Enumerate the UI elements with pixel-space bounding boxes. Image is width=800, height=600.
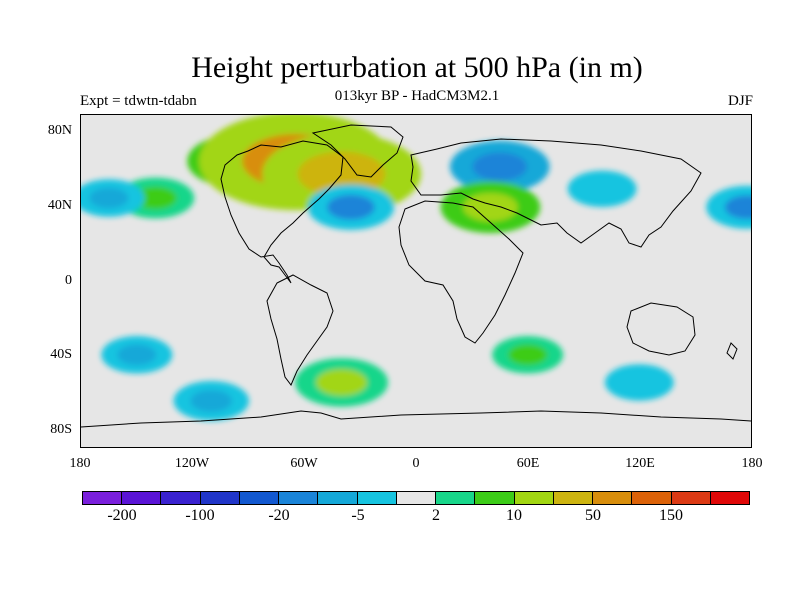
colorbar-label-150: 150: [659, 507, 683, 524]
colorbar-segment: [318, 492, 358, 504]
colorbar-label-2: 2: [432, 507, 440, 524]
chart-title: Height perturbation at 500 hPa (in m): [191, 51, 643, 84]
coast-africa: [398, 200, 524, 344]
experiment-label: Expt = tdwtn-tdabn: [80, 93, 197, 109]
colorbar-segment: [436, 492, 476, 504]
colorbar-segment: [396, 492, 437, 504]
colorbar-label-minus100: -100: [185, 507, 215, 524]
field-blob-core: [117, 344, 157, 366]
lat-label-40s: 40S: [50, 347, 72, 362]
field-blob-core: [134, 186, 177, 210]
lon-label-180w: 180: [69, 456, 91, 471]
colorbar-segment: [514, 492, 554, 504]
colorbar-label-minus20: -20: [268, 507, 290, 524]
colorbar-segment: [122, 492, 162, 504]
lon-label-60e: 60E: [516, 456, 540, 471]
coast-new-zealand: [726, 342, 738, 360]
colorbar-segment: [710, 492, 749, 504]
colorbar-segment: [357, 492, 397, 504]
colorbar-segment: [632, 492, 672, 504]
field-blob-core: [89, 187, 129, 209]
coast-australia: [626, 302, 696, 356]
field-blob-core: [327, 194, 375, 220]
coast-south-america: [266, 274, 334, 386]
lat-label-80n: 80N: [47, 123, 72, 138]
colorbar-segment: [671, 492, 711, 504]
field-blob-core: [463, 192, 518, 222]
colorbar-segment: [279, 492, 319, 504]
colorbar-segment: [83, 492, 123, 504]
coast-antarctica: [81, 410, 751, 428]
lon-label-120w: 120W: [174, 456, 210, 471]
colorbar-segment: [200, 492, 240, 504]
colorbar-segment: [239, 492, 280, 504]
map-canvas: [81, 115, 751, 428]
lat-label-0: 0: [65, 273, 72, 288]
colorbar-segment: [593, 492, 633, 504]
colorbar-label-minus5: -5: [351, 507, 365, 524]
field-blob-core: [472, 152, 528, 181]
colorbar-label-10: 10: [506, 507, 522, 524]
lon-label-120e: 120E: [625, 456, 655, 471]
lon-label-180e: 180: [741, 456, 763, 471]
field-blob-core: [620, 372, 659, 393]
season-label: DJF: [727, 93, 753, 109]
colorbar-segment: [553, 492, 594, 504]
colorbar-label-50: 50: [585, 507, 601, 524]
lon-label-60w: 60W: [290, 456, 318, 471]
field-blob-core: [724, 195, 751, 220]
lat-label-40n: 40N: [47, 198, 72, 213]
lat-label-80s: 80S: [50, 422, 72, 437]
coast-greenland: [311, 124, 404, 178]
coast-eurasia: [410, 138, 702, 248]
colorbar-label-minus200: -200: [107, 507, 137, 524]
field-blob-core: [190, 389, 233, 412]
coastlines: [81, 124, 751, 428]
colorbar: [82, 491, 750, 505]
field-blob-core: [315, 369, 368, 396]
field-blob-core: [583, 178, 622, 199]
map-plot: [80, 114, 752, 448]
colorbar-segment: [161, 492, 201, 504]
chart-subtitle: 013kyr BP - HadCM3M2.1: [334, 88, 500, 104]
lon-label-0: 0: [412, 456, 420, 471]
colorbar-segment: [475, 492, 515, 504]
field-blob-core: [508, 344, 548, 366]
